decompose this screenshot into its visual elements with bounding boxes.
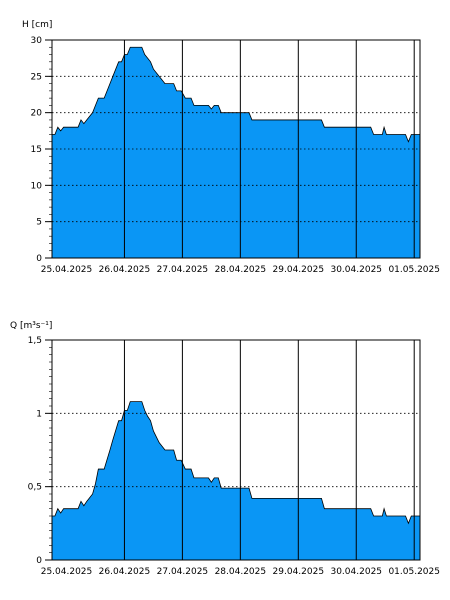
discharge-y-tick-label: 1,5 [28, 336, 42, 346]
water-level-chart: H [cm] 0 5 10 15 20 25 30 25.04.2025 26.04.2025 2… [22, 20, 440, 275]
discharge-chart: Q [m³s⁻¹] 0 0,5 1 1,5 25.04.2025 26.04.2025 27… [10, 321, 440, 577]
water-level-unit-label: H [cm] [22, 20, 52, 30]
water-level-y-tick-label: 25 [31, 72, 42, 82]
water-level-x-tick-label: 29.04.2025 [273, 265, 325, 275]
discharge-x-tick-label: 28.04.2025 [215, 567, 267, 577]
discharge-x-tick-label: 27.04.2025 [157, 567, 209, 577]
water-level-x-tick-label: 28.04.2025 [215, 265, 267, 275]
water-level-series-line [52, 46, 420, 143]
water-level-area [52, 47, 420, 258]
discharge-area [52, 401, 420, 560]
water-level-x-tick-label: 01.05.2025 [388, 265, 440, 275]
water-level-x-tick-label: 25.04.2025 [41, 265, 93, 275]
water-level-x-tick-label: 26.04.2025 [99, 265, 151, 275]
discharge-unit-label: Q [m³s⁻¹] [10, 321, 52, 331]
water-level-y-tick-label: 30 [31, 36, 43, 46]
discharge-y-tick-label: 0 [36, 556, 42, 566]
discharge-y-tick-label: 1 [36, 409, 42, 419]
discharge-x-tick-label: 25.04.2025 [41, 567, 93, 577]
discharge-x-tick-label: 26.04.2025 [99, 567, 151, 577]
discharge-x-tick-label: 30.04.2025 [330, 567, 382, 577]
water-level-x-tick-label: 27.04.2025 [157, 265, 209, 275]
water-level-x-tick-label: 30.04.2025 [330, 265, 382, 275]
water-level-y-tick-label: 5 [36, 218, 42, 228]
water-level-plot-border [51, 39, 421, 259]
discharge-plot-border [51, 339, 421, 561]
water-level-y-tick-label: 20 [31, 109, 43, 119]
discharge-x-tick-label: 01.05.2025 [388, 567, 440, 577]
discharge-series-line [52, 401, 420, 525]
water-level-y-tick-label: 10 [31, 181, 43, 191]
water-level-y-tick-label: 0 [36, 254, 42, 264]
discharge-x-tick-label: 29.04.2025 [273, 567, 325, 577]
discharge-y-tick-label: 0,5 [28, 483, 42, 493]
water-level-y-tick-label: 15 [31, 145, 42, 155]
